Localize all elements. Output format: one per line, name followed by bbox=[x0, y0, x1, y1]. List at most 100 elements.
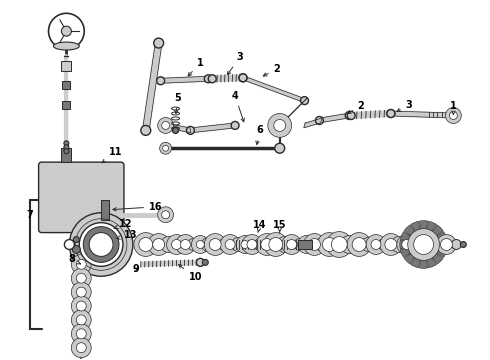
Circle shape bbox=[72, 268, 91, 288]
Text: 10: 10 bbox=[179, 265, 202, 282]
Circle shape bbox=[172, 239, 181, 249]
Circle shape bbox=[297, 235, 316, 253]
Text: 11: 11 bbox=[102, 147, 123, 163]
Circle shape bbox=[134, 233, 158, 256]
Circle shape bbox=[318, 233, 341, 256]
Circle shape bbox=[64, 145, 69, 150]
Circle shape bbox=[361, 238, 375, 251]
Circle shape bbox=[347, 112, 355, 120]
Circle shape bbox=[239, 74, 247, 82]
Circle shape bbox=[451, 239, 461, 249]
Circle shape bbox=[225, 239, 235, 249]
Circle shape bbox=[277, 237, 293, 252]
Circle shape bbox=[148, 234, 170, 255]
Circle shape bbox=[387, 109, 395, 117]
Circle shape bbox=[83, 227, 119, 262]
Circle shape bbox=[72, 338, 91, 357]
Circle shape bbox=[408, 229, 440, 260]
Text: 15: 15 bbox=[273, 220, 287, 233]
Circle shape bbox=[326, 231, 352, 257]
FancyBboxPatch shape bbox=[39, 162, 124, 233]
Text: 7: 7 bbox=[26, 210, 33, 220]
Circle shape bbox=[322, 238, 336, 251]
Circle shape bbox=[414, 235, 434, 255]
Text: 2: 2 bbox=[347, 100, 365, 113]
Circle shape bbox=[275, 143, 285, 153]
Circle shape bbox=[70, 213, 133, 276]
Text: 13: 13 bbox=[117, 230, 138, 239]
Circle shape bbox=[347, 233, 371, 256]
Bar bbox=[61, 61, 72, 71]
Bar bbox=[62, 81, 71, 89]
Text: 2: 2 bbox=[263, 64, 280, 76]
Circle shape bbox=[366, 235, 386, 255]
Circle shape bbox=[316, 117, 323, 125]
Wedge shape bbox=[400, 244, 424, 257]
Circle shape bbox=[441, 239, 452, 251]
Circle shape bbox=[268, 113, 292, 137]
Circle shape bbox=[64, 149, 69, 154]
Circle shape bbox=[64, 141, 69, 146]
Text: 5: 5 bbox=[174, 93, 181, 114]
Circle shape bbox=[264, 233, 288, 256]
Wedge shape bbox=[404, 244, 424, 264]
Wedge shape bbox=[424, 244, 437, 268]
Circle shape bbox=[161, 143, 171, 153]
Wedge shape bbox=[424, 231, 447, 244]
Text: 14: 14 bbox=[253, 220, 267, 233]
Circle shape bbox=[309, 239, 320, 251]
Circle shape bbox=[282, 235, 301, 255]
Circle shape bbox=[352, 238, 366, 251]
Circle shape bbox=[242, 235, 262, 255]
Circle shape bbox=[154, 38, 164, 48]
Text: 4: 4 bbox=[232, 91, 245, 122]
Circle shape bbox=[153, 239, 165, 251]
Circle shape bbox=[72, 296, 91, 316]
Text: 6: 6 bbox=[256, 125, 263, 144]
Polygon shape bbox=[161, 76, 208, 83]
Circle shape bbox=[402, 239, 412, 249]
Text: 8: 8 bbox=[68, 255, 80, 264]
Bar bbox=[297, 239, 313, 249]
Circle shape bbox=[294, 239, 306, 251]
Circle shape bbox=[162, 121, 170, 129]
Wedge shape bbox=[424, 244, 443, 264]
Circle shape bbox=[449, 112, 457, 120]
Wedge shape bbox=[424, 240, 447, 249]
Polygon shape bbox=[391, 111, 453, 118]
Circle shape bbox=[371, 239, 381, 249]
Circle shape bbox=[220, 235, 240, 255]
Polygon shape bbox=[190, 123, 235, 133]
Wedge shape bbox=[424, 244, 447, 257]
Ellipse shape bbox=[53, 42, 79, 50]
Polygon shape bbox=[242, 76, 305, 103]
Wedge shape bbox=[424, 221, 437, 244]
Circle shape bbox=[287, 239, 296, 249]
Circle shape bbox=[76, 260, 86, 269]
Circle shape bbox=[208, 75, 216, 83]
Text: 1: 1 bbox=[450, 100, 457, 114]
Circle shape bbox=[89, 233, 113, 256]
Circle shape bbox=[76, 287, 86, 297]
Text: 9: 9 bbox=[132, 264, 139, 274]
Wedge shape bbox=[419, 221, 428, 244]
Circle shape bbox=[202, 260, 208, 265]
Circle shape bbox=[391, 237, 407, 252]
Circle shape bbox=[340, 235, 358, 253]
Bar bbox=[101, 200, 109, 220]
Text: 16: 16 bbox=[113, 202, 163, 212]
Wedge shape bbox=[404, 225, 424, 244]
Circle shape bbox=[162, 211, 170, 219]
Wedge shape bbox=[400, 240, 424, 249]
Text: 1: 1 bbox=[188, 58, 204, 76]
Circle shape bbox=[218, 239, 230, 251]
Circle shape bbox=[139, 238, 153, 251]
Circle shape bbox=[76, 301, 86, 311]
Circle shape bbox=[345, 112, 353, 120]
Circle shape bbox=[380, 234, 402, 255]
Wedge shape bbox=[424, 225, 443, 244]
Circle shape bbox=[161, 237, 176, 252]
Circle shape bbox=[73, 246, 80, 253]
Polygon shape bbox=[142, 42, 162, 131]
Text: 3: 3 bbox=[227, 52, 244, 75]
